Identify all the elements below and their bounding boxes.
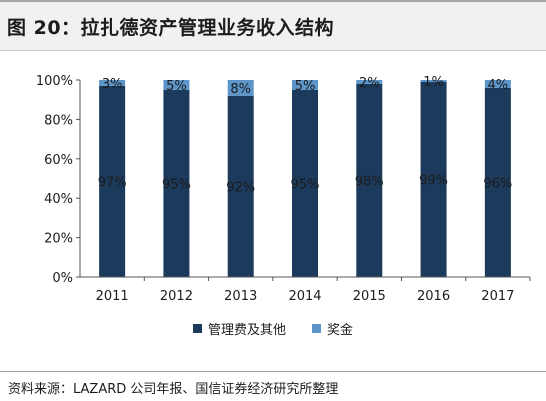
bar-segment-management-fee xyxy=(484,87,511,277)
bar-segment-management-fee xyxy=(227,95,254,277)
data-label-management-fee: 99% xyxy=(419,173,448,188)
source-note: 资料来源：LAZARD 公司年报、国信证券经济研究所整理 xyxy=(8,382,339,397)
figure-title: 图 20：拉扎德资产管理业务收入结构 xyxy=(7,17,335,39)
data-label-management-fee: 95% xyxy=(162,177,191,192)
bar-segment-management-fee xyxy=(356,83,383,277)
legend-item-bonus: 奖金 xyxy=(312,319,353,338)
y-tick-label: 40% xyxy=(44,192,73,207)
bar-segment-bonus xyxy=(99,80,126,86)
x-tick-label: 2014 xyxy=(288,289,321,304)
bar-segment-management-fee xyxy=(420,81,447,277)
legend-swatch-bonus xyxy=(312,324,321,333)
legend-label-bonus: 奖金 xyxy=(327,323,354,338)
bar-segment-management-fee xyxy=(292,89,318,277)
legend-label-management-fee: 管理费及其他 xyxy=(207,323,286,338)
bar-segment-bonus xyxy=(292,80,318,90)
bar-segment-bonus xyxy=(484,80,511,88)
bar-segment-bonus xyxy=(420,80,447,82)
bar-segment-bonus xyxy=(227,80,254,96)
data-label-management-fee: 98% xyxy=(355,174,384,189)
data-label-bonus: 8% xyxy=(230,82,251,97)
y-tick-label: 80% xyxy=(44,113,73,128)
x-tick-label: 2015 xyxy=(353,289,386,304)
stacked-bar-chart: 0%20%40%60%80%100% 97%3%95%5%92%8%95%5%9… xyxy=(36,74,531,304)
data-label-bonus: 2% xyxy=(359,76,380,91)
bar-segment-bonus xyxy=(356,80,383,84)
data-label-management-fee: 97% xyxy=(98,175,127,190)
legend-item-management-fee: 管理费及其他 xyxy=(192,319,286,338)
x-tick-label: 2013 xyxy=(224,289,257,304)
data-label-bonus: 5% xyxy=(295,79,316,94)
data-label-bonus: 5% xyxy=(166,79,187,94)
y-tick-label: 60% xyxy=(44,153,73,168)
bar-segment-management-fee xyxy=(163,89,190,277)
title-band: 图 20：拉扎德资产管理业务收入结构 xyxy=(0,0,546,51)
chart-legend: 管理费及其他 奖金 xyxy=(0,319,546,338)
x-tick-label: 2016 xyxy=(417,289,450,304)
source-band: 资料来源：LAZARD 公司年报、国信证券经济研究所整理 xyxy=(0,371,546,401)
y-tick-label: 0% xyxy=(52,271,73,286)
bars: 97% 3% 95% 5% 92% 8% 95% 5% 98% 2% 99% 1% 96% 4% xyxy=(98,75,512,277)
data-label-bonus: 3% xyxy=(102,77,123,92)
bar-segment-management-fee xyxy=(99,85,126,277)
x-tick-label: 2011 xyxy=(96,289,129,304)
data-label-bonus: 4% xyxy=(488,78,509,93)
data-label-management-fee: 92% xyxy=(226,180,255,195)
data-label-management-fee: 96% xyxy=(483,176,512,191)
bar-segment-bonus xyxy=(163,80,190,90)
legend-swatch-management-fee xyxy=(192,324,202,333)
x-tick-label: 2012 xyxy=(160,289,193,304)
y-axis: 0% 20% 40% 60% 80% 100% xyxy=(36,74,81,286)
data-label-bonus: 1% xyxy=(423,75,444,90)
data-label-management-fee: 95% xyxy=(291,177,320,192)
y-tick-label: 100% xyxy=(36,74,73,89)
y-tick-label: 20% xyxy=(44,232,73,247)
x-tick-label: 2017 xyxy=(481,289,514,304)
x-axis: 2011 2012 2013 2014 2015 2016 2017 xyxy=(80,276,531,304)
